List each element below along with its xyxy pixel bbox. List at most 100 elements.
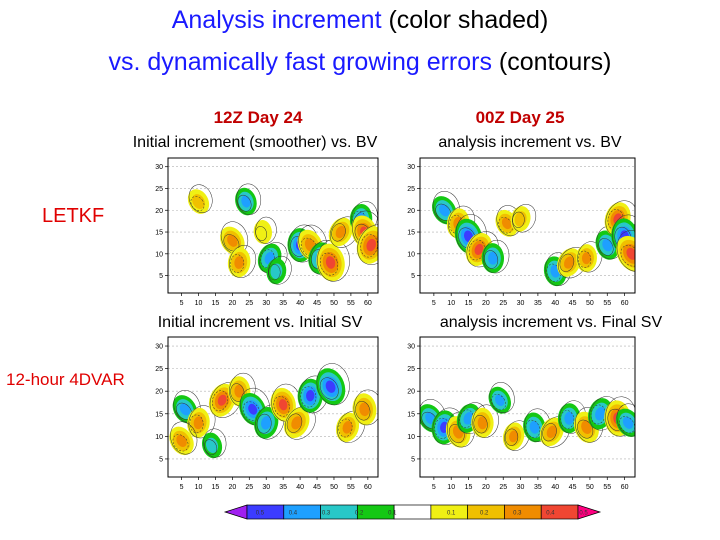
x-tick-label: 40 <box>296 300 304 307</box>
x-tick-label: 50 <box>330 484 338 491</box>
y-tick-label: 15 <box>155 411 163 418</box>
error-contour <box>559 253 575 272</box>
increment-shade <box>546 425 557 438</box>
x-tick-label: 30 <box>262 300 270 307</box>
x-tick-label: 20 <box>228 300 236 307</box>
error-contour <box>286 413 303 433</box>
x-tick-label: 50 <box>330 300 338 307</box>
increment-shade <box>325 256 336 269</box>
y-tick-label: 5 <box>159 273 163 280</box>
increment-shade <box>205 437 219 454</box>
y-tick-label: 10 <box>155 251 163 258</box>
x-tick-label: 20 <box>228 484 236 491</box>
x-tick-label: 10 <box>195 484 203 491</box>
error-contour <box>189 414 204 434</box>
error-contour <box>482 239 510 274</box>
x-tick-label: 60 <box>364 300 372 307</box>
increment-shade <box>359 402 370 417</box>
error-contour <box>204 439 218 455</box>
y-tick-label: 30 <box>155 164 163 171</box>
colorbar-label: 0.5 <box>256 511 265 517</box>
x-tick-label: 25 <box>245 484 253 491</box>
x-tick-label: 45 <box>569 484 577 491</box>
error-contour <box>331 223 346 242</box>
error-contour <box>256 413 272 434</box>
increment-shade <box>335 225 346 239</box>
column-title-00z-day25: 00Z Day 25 <box>475 108 565 127</box>
colorbar-label: 0.1 <box>388 511 397 517</box>
increment-shade <box>494 394 505 406</box>
increment-shade <box>474 243 484 255</box>
error-contour <box>355 400 371 421</box>
error-contour <box>268 255 292 285</box>
increment-shade <box>477 416 488 430</box>
colorbar-label: 0.3 <box>513 511 522 517</box>
x-tick-label: 5 <box>432 484 436 491</box>
increment-shade <box>563 256 575 269</box>
x-tick-label: 40 <box>551 484 559 491</box>
colorbar-right-triangle <box>577 504 602 520</box>
increment-shade <box>501 217 512 230</box>
increment-shade <box>234 256 244 269</box>
error-contour <box>316 363 350 406</box>
panel-frame <box>419 157 636 294</box>
error-contour <box>212 390 228 412</box>
error-contour <box>504 420 531 451</box>
error-contour <box>353 389 378 426</box>
x-tick-label: 20 <box>482 484 490 491</box>
colorbar-label: 0.3 <box>322 511 331 517</box>
error-contour <box>319 377 339 400</box>
title-line-1-black: (color shaded) <box>381 6 549 34</box>
error-contour <box>300 386 317 408</box>
x-tick-label: 15 <box>212 300 220 307</box>
x-tick-label: 55 <box>347 300 355 307</box>
colorbar-segment <box>393 504 432 520</box>
error-contour <box>237 194 252 212</box>
error-contour <box>172 434 189 452</box>
x-tick-label: 25 <box>499 300 507 307</box>
panel-2: 5 10 15 20 25 30 35 40 45 50 55 60 5 10 15 20 25 30 <box>407 157 636 307</box>
error-contour <box>512 211 525 228</box>
colorbar-label: 0.2 <box>480 511 489 517</box>
panel-frame <box>167 336 379 478</box>
increment-shade <box>488 251 498 265</box>
y-tick-label: 10 <box>155 434 163 441</box>
error-contour <box>319 252 339 276</box>
increment-shade <box>253 220 272 245</box>
panel-title-4dvar-day25: analysis increment vs. Final SV <box>439 314 663 331</box>
error-contour <box>619 416 635 434</box>
increment-shade <box>439 204 450 217</box>
x-tick-label: 60 <box>621 484 629 491</box>
y-tick-label: 25 <box>407 366 415 373</box>
x-tick-label: 40 <box>551 300 559 307</box>
increment-shade <box>602 238 613 252</box>
x-tick-label: 35 <box>534 300 542 307</box>
y-tick-label: 10 <box>407 434 415 441</box>
x-tick-label: 55 <box>603 300 611 307</box>
x-tick-label: 25 <box>499 484 507 491</box>
panel-title-4dvar-day24: Initial increment vs. Initial SV <box>157 314 363 331</box>
error-contour <box>188 405 216 439</box>
x-tick-label: 10 <box>195 300 203 307</box>
x-tick-label: 35 <box>534 484 542 491</box>
error-contour <box>242 401 261 421</box>
error-contour <box>338 418 353 438</box>
increment-shade <box>234 384 244 398</box>
colorbar-label: 0.4 <box>546 511 555 517</box>
error-contour <box>170 421 198 455</box>
y-tick-label: 15 <box>407 230 415 237</box>
error-contour <box>230 254 245 273</box>
title-line-1-blue: Analysis increment <box>171 6 382 34</box>
x-tick-label: 50 <box>586 484 594 491</box>
increment-shade <box>278 399 288 411</box>
x-tick-label: 55 <box>603 484 611 491</box>
error-contour <box>512 204 537 233</box>
panel-4: 5 10 15 20 25 30 35 40 45 50 55 60 5 10 15 20 25 30 <box>407 336 636 491</box>
increment-shade <box>193 416 204 430</box>
title-line-2-blue: vs. dynamically fast growing errors <box>108 48 492 76</box>
increment-shade <box>217 394 227 406</box>
x-tick-label: 10 <box>447 300 455 307</box>
y-tick-label: 25 <box>155 186 163 193</box>
increment-shade <box>564 411 574 425</box>
error-contour <box>472 404 499 438</box>
